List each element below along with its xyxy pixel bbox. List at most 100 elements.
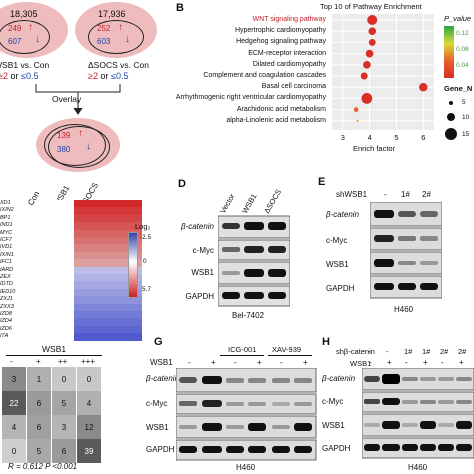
- pvalue-tick-3: 0.04: [456, 62, 469, 69]
- blot-g-sign: -: [234, 358, 237, 367]
- blot-h-label-wsb1: WSB1: [322, 421, 345, 430]
- blot-g-band: [202, 446, 222, 453]
- ihc-sign-1: -: [10, 357, 13, 366]
- heatmap-cell: [40, 333, 74, 341]
- blot-d-band: [244, 222, 264, 230]
- blot-h-header2: WSB1: [350, 359, 372, 368]
- gene-legend-title: Gene_N: [444, 84, 473, 93]
- heatmap-cell: [108, 318, 142, 326]
- blot-g-band: [272, 402, 290, 406]
- heatmap-cell: [108, 266, 142, 274]
- heatmap-cell: [108, 259, 142, 267]
- venn-wsb1-label: WSB1 vs. Con: [0, 60, 50, 70]
- blot-d-band: [222, 223, 240, 229]
- blot-e-band: [398, 236, 416, 241]
- blot-h-band: [364, 399, 380, 404]
- blot-g: [176, 368, 317, 461]
- blot-h-band: [456, 444, 472, 451]
- threshold-or: or: [10, 71, 19, 81]
- heatmap-cell: [108, 200, 142, 208]
- blot-g-band: [272, 425, 290, 429]
- ihc-grid-cell: 3: [2, 367, 26, 391]
- blot-h-band: [456, 421, 472, 429]
- gene-legend-val-2: 10: [462, 114, 470, 121]
- heatmap-cell: [74, 244, 108, 252]
- blot-h-header2-val: +: [459, 358, 464, 367]
- gene-legend-dot-1: [449, 101, 453, 105]
- blot-h-header2-val: -: [369, 358, 372, 367]
- heatmap-cell: [40, 325, 74, 334]
- venn-dsocs-down: 603: [97, 37, 111, 46]
- blot-e-band: [420, 261, 438, 265]
- ihc-grid-cell: 0: [52, 367, 76, 391]
- blot-h-label-cmyc: c-Myc: [322, 397, 344, 406]
- blot-e-band: [374, 283, 394, 290]
- pathway-label: Arachidonic acid metabolism: [236, 105, 326, 113]
- heatmap-colorbar: [128, 232, 138, 298]
- x-tick-label: 4: [367, 133, 372, 142]
- ihc-grid-cell: 6: [52, 439, 76, 463]
- threshold-row-2: ≥2 or ≤0.5: [88, 71, 128, 81]
- blot-h-header2-val: +: [423, 358, 428, 367]
- blot-g-strip-1: [176, 368, 317, 393]
- blot-g-sign: +: [211, 358, 216, 367]
- heatmap-cell: [74, 274, 108, 282]
- pathway-label: alpha-Linolenic acid metabolism: [226, 116, 326, 124]
- ihc-grid-cell: 22: [2, 391, 26, 415]
- heatmap-cell: [74, 229, 108, 237]
- blot-g-strip-3: [176, 415, 317, 439]
- blot-h-label-bcatenin: β-catenin: [322, 374, 356, 383]
- blot-h-header1-val: 1#: [404, 347, 413, 356]
- blot-g-band: [248, 378, 266, 383]
- blot-g-band: [294, 423, 312, 431]
- blot-h-label-gapdh: GAPDH: [322, 444, 351, 453]
- blot-g-band: [179, 377, 197, 383]
- heatmap-cell: [74, 288, 108, 297]
- venn-wsb1-down-arrow: ↓: [35, 34, 40, 45]
- overlay-label: Overlay: [52, 94, 82, 104]
- blot-h-cell-line: H460: [408, 463, 428, 472]
- blot-e-band: [398, 261, 416, 265]
- ihc-header-line: [6, 355, 102, 356]
- gene-label: IZD8: [0, 311, 12, 317]
- blot-e-band: [420, 283, 438, 290]
- blot-d-band: [244, 246, 264, 253]
- panel-letter-g: G: [154, 336, 163, 348]
- blot-h: [362, 368, 474, 459]
- panel-letter-h: H: [322, 336, 330, 348]
- gene-legend-val-3: 15: [462, 131, 470, 138]
- heatmap-cell: [40, 311, 74, 319]
- blot-h-header1-val: 2#: [440, 347, 449, 356]
- gene-label: IND1: [0, 222, 13, 229]
- heatmap-cell: [40, 318, 74, 326]
- blot-e-band: [398, 283, 416, 290]
- blot-e: [370, 202, 442, 299]
- blot-g-drug1-line: [220, 355, 264, 356]
- blot-g-sign: -: [280, 358, 283, 367]
- blot-d-band: [268, 292, 286, 299]
- blot-g-sign: +: [257, 358, 262, 367]
- blot-h-band: [438, 400, 454, 404]
- blot-g-band: [179, 446, 197, 453]
- heatmap-cell: [74, 281, 108, 289]
- venn-dsocs-down-arrow: ↓: [125, 34, 130, 45]
- ihc-grid-cell: 39: [77, 439, 101, 463]
- blot-h-band: [364, 444, 380, 451]
- blot-e-band: [420, 236, 438, 241]
- pathway-point: [360, 72, 368, 80]
- venn-dsocs-up-arrow: ↑: [118, 22, 123, 33]
- blot-d-label-bcatenin: β-catenin: [180, 222, 214, 231]
- pathway-chart-title: Top 10 of Pathway Enrichment: [320, 2, 422, 11]
- blot-e-label-cmyc: c-Myc: [326, 236, 348, 245]
- heatmap-cell: [108, 333, 142, 341]
- blot-e-label-gapdh: GAPDH: [326, 284, 355, 293]
- heatmap-cell: [108, 296, 142, 304]
- ihc-grid-cell: 4: [77, 391, 101, 415]
- blot-g-sign: +: [303, 358, 308, 367]
- gene-label: IDTD: [0, 281, 13, 288]
- blot-h-band: [382, 421, 400, 429]
- blot-g-band: [226, 402, 244, 406]
- blot-e-lane-3: 2#: [422, 190, 431, 199]
- blot-d-band: [268, 269, 286, 277]
- ihc-grid-cell: 0: [77, 367, 101, 391]
